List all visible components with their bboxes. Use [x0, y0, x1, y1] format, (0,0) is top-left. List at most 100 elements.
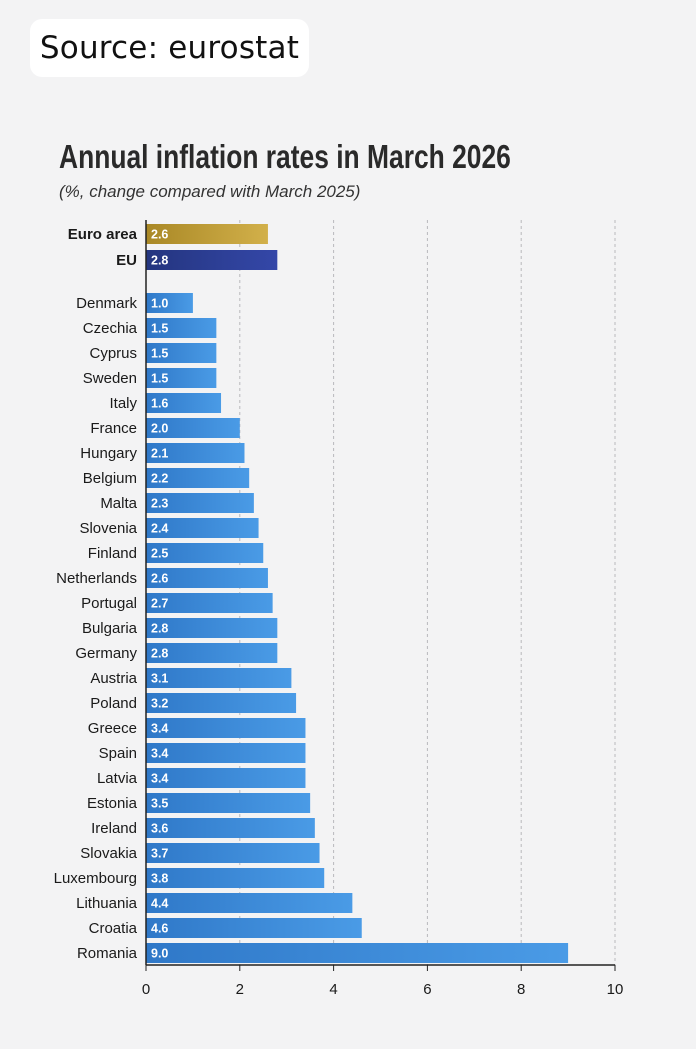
value-label-12: 2.7 — [151, 597, 168, 611]
value-label-13: 2.8 — [151, 622, 168, 636]
x-tick-label-6: 6 — [423, 981, 431, 998]
grid-lines — [239, 220, 616, 965]
bar-20 — [146, 793, 311, 813]
value-label-3: 1.5 — [151, 372, 168, 386]
bar-5 — [146, 418, 240, 438]
bar-10 — [146, 543, 264, 563]
value-label-18: 3.4 — [151, 747, 168, 761]
bar-25 — [146, 918, 362, 938]
value-label-26: 9.0 — [151, 947, 168, 961]
value-label-6: 2.1 — [151, 447, 168, 461]
chart-subtitle: (%, change compared with March 2025) — [59, 182, 361, 201]
category-label-14: Germany — [75, 645, 137, 662]
category-label-11: Netherlands — [56, 570, 137, 587]
category-label-21: Ireland — [91, 820, 137, 837]
category-label-18: Spain — [99, 745, 137, 762]
chart-title: Annual inflation rates in March 2026 — [59, 138, 511, 175]
x-tick-label-2: 2 — [236, 981, 244, 998]
value-label-17: 3.4 — [151, 722, 168, 736]
source-box: Source: eurostat — [30, 19, 309, 77]
bar-12 — [146, 593, 273, 613]
bar-26 — [146, 943, 569, 963]
category-label-2: Cyprus — [89, 345, 137, 362]
bar-22 — [146, 843, 320, 863]
value-label-11: 2.6 — [151, 572, 168, 586]
bar-8 — [146, 493, 254, 513]
category-label-7: Belgium — [83, 470, 137, 487]
category-label-25: Croatia — [89, 920, 138, 937]
value-label-21: 3.6 — [151, 822, 168, 836]
category-label-22: Slovakia — [80, 845, 137, 862]
value-label-22: 3.7 — [151, 847, 168, 861]
value-label-16: 3.2 — [151, 697, 168, 711]
value-label-15: 3.1 — [151, 672, 168, 686]
bar-18 — [146, 743, 306, 763]
category-label-15: Austria — [90, 670, 137, 687]
category-label-0: Denmark — [76, 295, 137, 312]
bar-0 — [146, 293, 193, 313]
value-label-4: 1.6 — [151, 397, 168, 411]
x-tick-label-8: 8 — [517, 981, 525, 998]
category-label-9: Slovenia — [79, 520, 137, 537]
bar-23 — [146, 868, 325, 888]
bar-9 — [146, 518, 259, 538]
bar-16 — [146, 693, 297, 713]
value-label-20: 3.5 — [151, 797, 168, 811]
bar-15 — [146, 668, 292, 688]
x-tick-label-10: 10 — [607, 981, 624, 998]
labels: Euro area 2.6 EU 2.8 Denmark 1.0 Czechia 1.5 Cyp… — [54, 226, 169, 962]
category-label-6: Hungary — [80, 445, 137, 462]
bar-24 — [146, 893, 353, 913]
category-label-10: Finland — [88, 545, 137, 562]
value-label-1: 1.5 — [151, 322, 168, 336]
bar-7 — [146, 468, 250, 488]
value-label-9: 2.4 — [151, 522, 168, 536]
bar-4 — [146, 393, 222, 413]
bar-agg-1 — [146, 250, 278, 270]
category-label-3: Sweden — [83, 370, 137, 387]
category-label-23: Luxembourg — [54, 870, 137, 887]
value-label-2: 1.5 — [151, 347, 168, 361]
value-label-agg-1: 2.8 — [151, 254, 168, 268]
bar-11 — [146, 568, 268, 588]
category-label-24: Lithuania — [76, 895, 138, 912]
value-label-10: 2.5 — [151, 547, 168, 561]
value-label-14: 2.8 — [151, 647, 168, 661]
bar-14 — [146, 643, 278, 663]
x-axis: 0 2 4 6 8 10 — [142, 220, 624, 998]
x-tick-label-0: 0 — [142, 981, 150, 998]
category-label-5: France — [90, 420, 137, 437]
x-tick-label-4: 4 — [329, 981, 337, 998]
value-label-25: 4.6 — [151, 922, 168, 936]
value-label-24: 4.4 — [151, 897, 168, 911]
category-label-26: Romania — [77, 945, 138, 962]
category-label-8: Malta — [100, 495, 137, 512]
value-label-19: 3.4 — [151, 772, 168, 786]
bar-17 — [146, 718, 306, 738]
value-label-agg-0: 2.6 — [151, 228, 168, 242]
value-label-8: 2.3 — [151, 497, 168, 511]
category-label-16: Poland — [90, 695, 137, 712]
category-label-1: Czechia — [83, 320, 138, 337]
value-label-5: 2.0 — [151, 422, 168, 436]
category-label-4: Italy — [109, 395, 137, 412]
value-label-7: 2.2 — [151, 472, 168, 486]
source-label: Source: eurostat — [39, 30, 300, 66]
value-label-0: 1.0 — [151, 297, 168, 311]
bar-3 — [146, 368, 217, 388]
bar-19 — [146, 768, 306, 788]
category-label-12: Portugal — [81, 595, 137, 612]
bar-agg-0 — [146, 224, 268, 244]
bar-21 — [146, 818, 315, 838]
category-label-13: Bulgaria — [82, 620, 138, 637]
category-label-agg-0: Euro area — [68, 226, 138, 243]
bar-13 — [146, 618, 278, 638]
bar-6 — [146, 443, 245, 463]
category-label-17: Greece — [88, 720, 137, 737]
category-label-20: Estonia — [87, 795, 138, 812]
value-label-23: 3.8 — [151, 872, 168, 886]
bars — [146, 224, 569, 963]
bar-2 — [146, 343, 217, 363]
category-label-agg-1: EU — [116, 252, 137, 269]
